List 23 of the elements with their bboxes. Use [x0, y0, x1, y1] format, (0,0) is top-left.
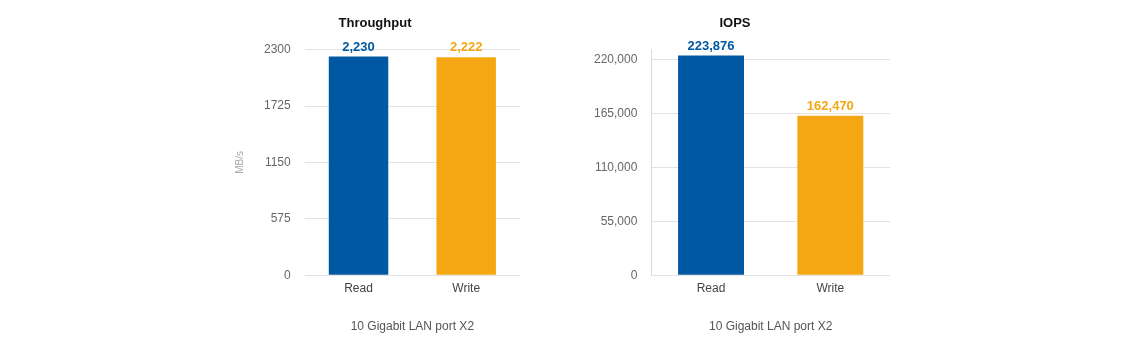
y-tick-label: 110,000: [594, 159, 638, 174]
y-tick-label: 0: [284, 267, 292, 282]
y-tick-label: 165,000: [593, 105, 638, 120]
x-tick-label: Write: [452, 280, 481, 295]
y-tick-label: 575: [270, 211, 292, 226]
data-label: 162,470: [806, 97, 854, 113]
x-axis-title: 10 Gigabit LAN port X2: [708, 319, 833, 334]
data-label: 2,230: [342, 38, 375, 54]
x-tick-label: Write: [816, 280, 845, 295]
y-tick-label: 0: [630, 267, 638, 282]
data-label: 2,222: [449, 39, 483, 55]
y-tick-label: 2300: [263, 41, 292, 56]
x-tick-label: Read: [344, 280, 373, 295]
y-tick-label: 220,000: [593, 51, 638, 66]
data-label: 223,876: [687, 37, 735, 53]
y-tick-label: 1725: [263, 98, 292, 113]
chart-title: Throughput: [338, 15, 413, 31]
y-tick-label: 1150: [264, 154, 292, 169]
x-axis-title: 10 Gigabit LAN port X2: [350, 319, 475, 334]
y-tick-label: 55,000: [600, 213, 638, 228]
y-axis-title: MB/s: [233, 151, 245, 174]
x-tick-label: Read: [696, 280, 726, 295]
chart-title: IOPS: [719, 15, 751, 31]
